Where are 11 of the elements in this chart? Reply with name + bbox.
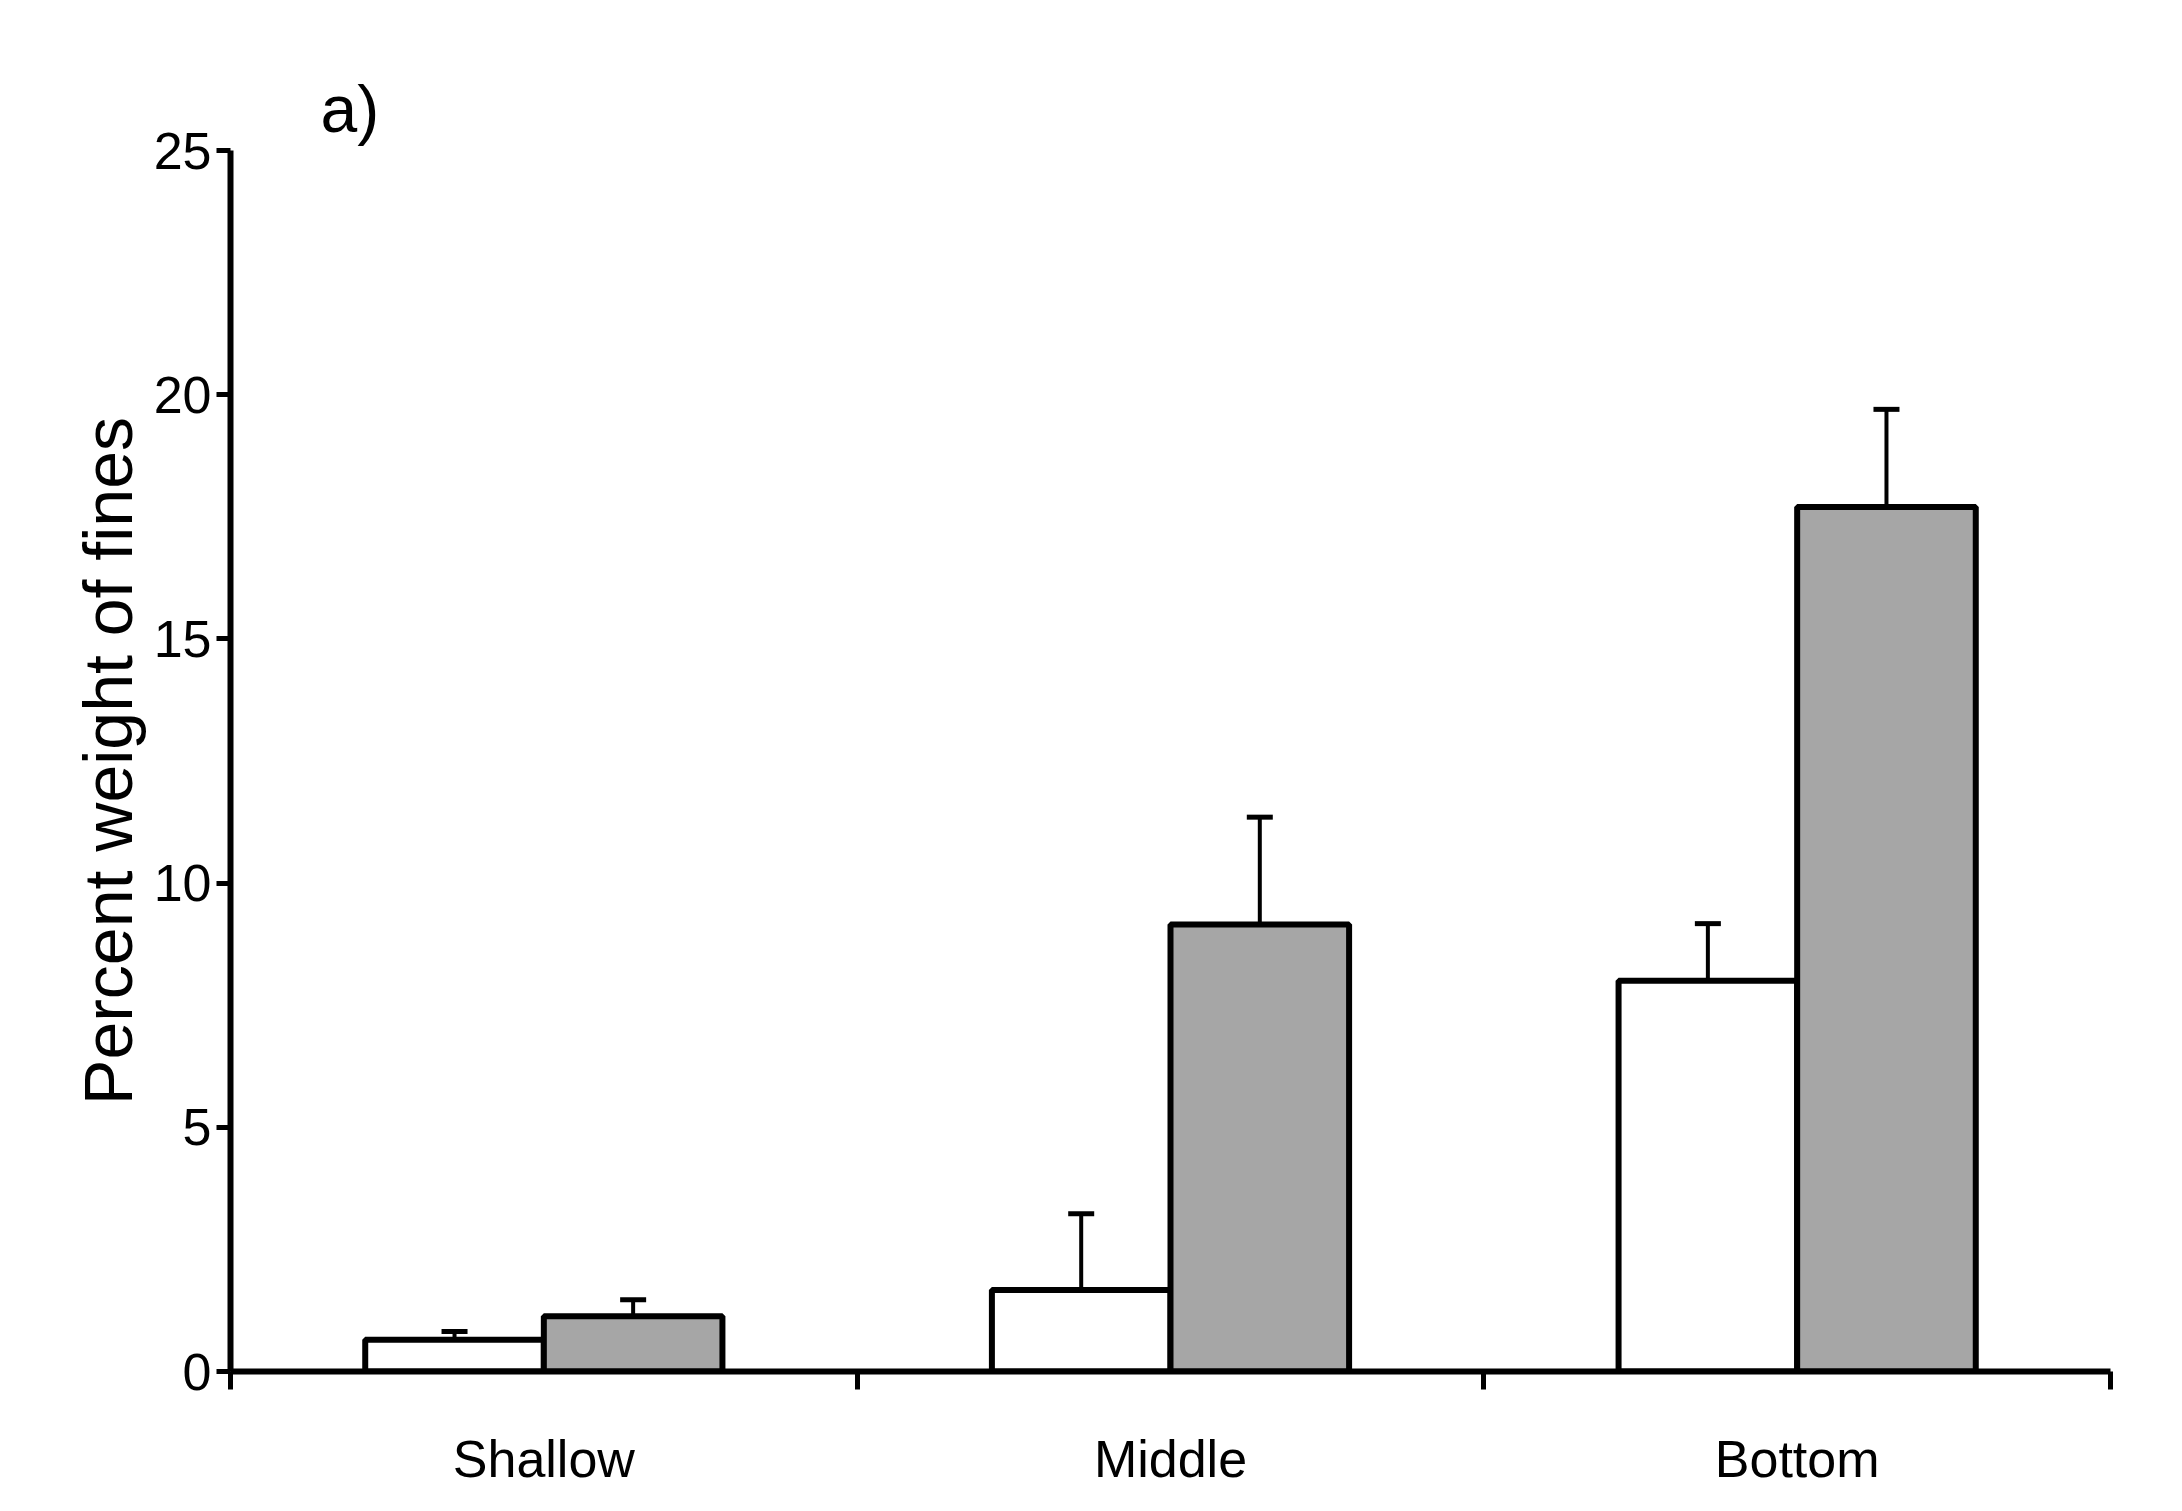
chart-title: a) bbox=[320, 71, 380, 146]
y-tick-label: 0 bbox=[182, 1342, 212, 1401]
x-tick-label: Bottom bbox=[1714, 1429, 1880, 1488]
y-tick-label: 20 bbox=[153, 365, 212, 424]
y-tick-label: 5 bbox=[182, 1098, 212, 1157]
y-axis-title: Percent weight of fines bbox=[69, 417, 146, 1105]
y-tick-label: 15 bbox=[153, 609, 212, 668]
y-tick-label: 25 bbox=[153, 121, 212, 180]
y-tick-label: 10 bbox=[153, 854, 212, 913]
x-tick-label: Shallow bbox=[452, 1429, 636, 1488]
x-tick-label: Middle bbox=[1093, 1429, 1248, 1488]
